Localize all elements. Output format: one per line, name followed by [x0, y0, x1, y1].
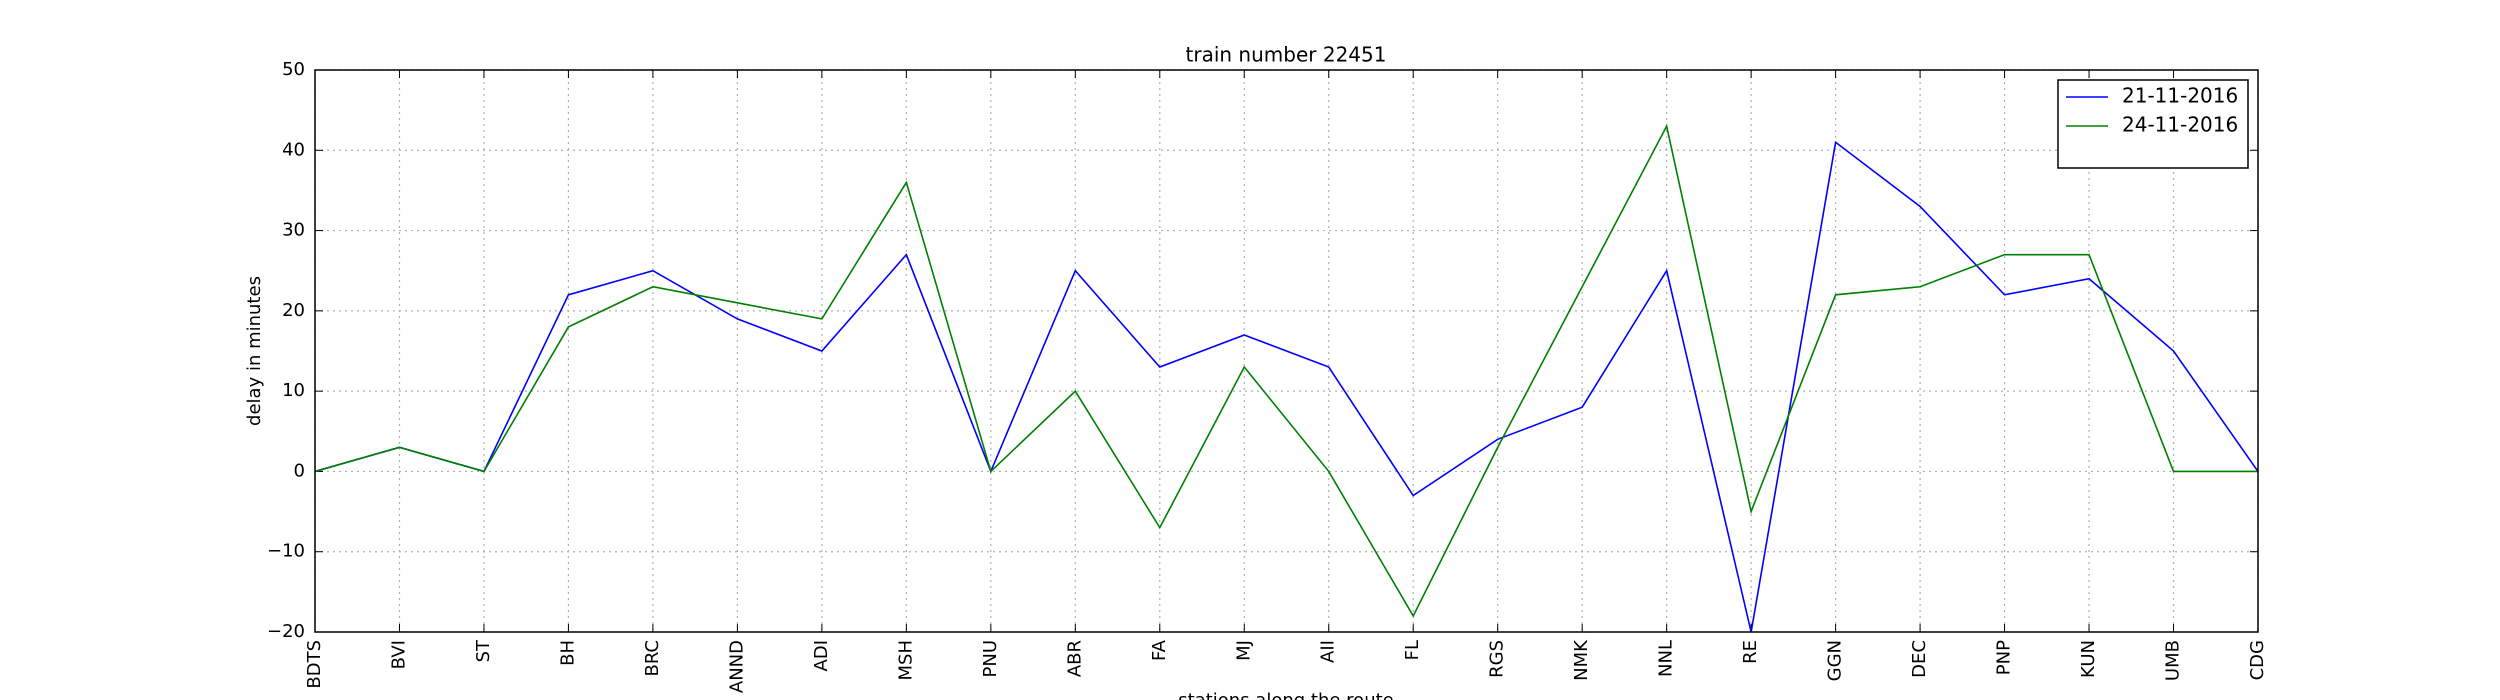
y-tick-label: −10	[267, 541, 305, 562]
x-tick-label: RE	[1740, 640, 1761, 664]
x-tick-label: FL	[1402, 640, 1423, 660]
x-tick-label: BDTS	[304, 640, 325, 689]
legend-label: 24-11-2016	[2122, 113, 2238, 137]
x-tick-label: ST	[473, 639, 494, 662]
x-axis-label: stations along the route	[1178, 690, 1393, 700]
legend-box	[2057, 79, 2249, 169]
series-line	[314, 140, 2259, 633]
x-tick-label: MJ	[1233, 640, 1254, 661]
x-tick-label: KUN	[2078, 640, 2099, 678]
x-tick-label: AII	[1318, 640, 1339, 663]
x-tick-label: ANND	[726, 640, 747, 693]
x-tick-label: MSH	[895, 640, 916, 681]
x-tick-label: PNP	[1994, 640, 2015, 675]
y-tick-label: 30	[282, 220, 305, 241]
y-tick-label: −20	[267, 621, 305, 642]
x-tick-label: CDG	[2247, 640, 2268, 680]
x-tick-label: BRC	[642, 640, 663, 677]
x-tick-label: ABR	[1064, 640, 1085, 677]
x-tick-label: ADI	[811, 640, 832, 671]
x-tick-label: BH	[557, 640, 578, 666]
legend: 21-11-2016 24-11-2016	[2057, 79, 2249, 169]
chart-title: train number 22451	[1186, 43, 1387, 67]
x-tick-label: NNL	[1656, 640, 1677, 677]
x-tick-label: PNU	[980, 640, 1001, 678]
x-tick-label: DEC	[1909, 640, 1930, 678]
x-tick-label: UMB	[2163, 640, 2184, 681]
x-tick-label: BVI	[388, 640, 409, 669]
x-tick-label: NMK	[1571, 639, 1592, 681]
plot-frame	[314, 69, 2259, 633]
y-tick-label: 50	[282, 59, 305, 80]
y-tick-label: 0	[294, 460, 305, 481]
series-line	[314, 123, 2258, 618]
x-tick-label: RGS	[1487, 640, 1508, 678]
y-tick-label: 20	[282, 300, 305, 321]
y-tick-label: 10	[282, 380, 305, 401]
x-tick-label: GGN	[1825, 640, 1846, 681]
legend-label: 21-11-2016	[2122, 84, 2238, 108]
x-tick-label: FA	[1149, 639, 1170, 661]
y-tick-label: 40	[282, 139, 305, 160]
y-axis-label: delay in minutes	[244, 276, 265, 426]
